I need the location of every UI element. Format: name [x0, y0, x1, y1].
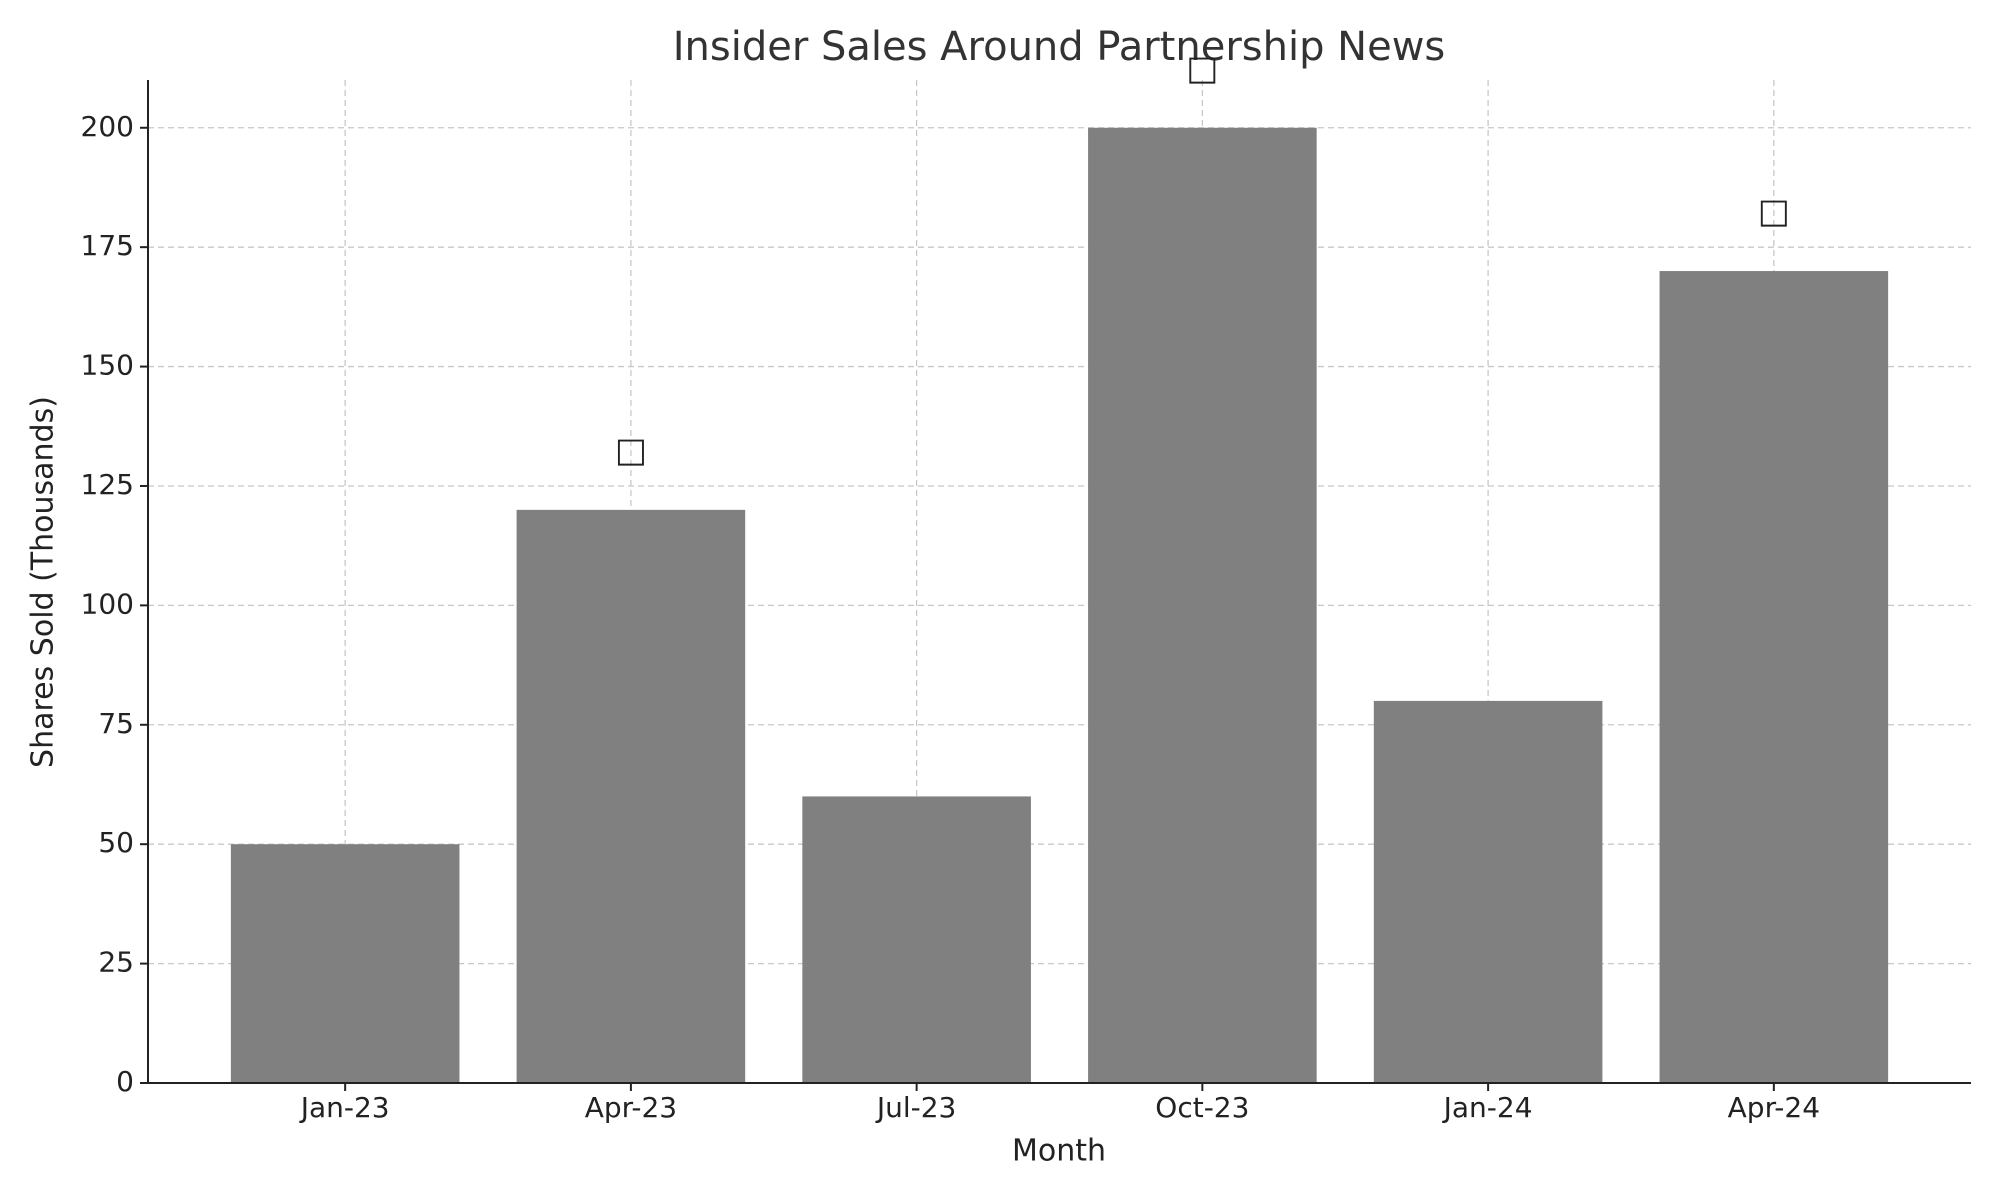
y-tick-label: 175	[81, 229, 134, 262]
x-tick-label: Jan-24	[1442, 1091, 1533, 1124]
y-tick-label: 0	[116, 1065, 134, 1098]
bar	[1373, 700, 1603, 1083]
x-tick-label: Apr-23	[585, 1091, 677, 1124]
bar	[1659, 271, 1889, 1083]
y-tick-label: 100	[81, 587, 134, 620]
y-axis-label: Shares Sold (Thousands)	[26, 396, 61, 768]
bar	[230, 844, 460, 1083]
y-tick-label: 150	[81, 349, 134, 382]
x-tick-label: Jul-23	[875, 1091, 957, 1124]
annotation: □	[1186, 48, 1218, 88]
annotation: □	[615, 430, 647, 470]
y-tick-label: 25	[98, 946, 134, 979]
bar	[516, 509, 746, 1083]
x-tick-label: Apr-24	[1728, 1091, 1820, 1124]
y-tick-label: 50	[98, 826, 134, 859]
bar	[802, 796, 1031, 1083]
bar	[1088, 127, 1317, 1083]
x-axis-label: Month	[1012, 1134, 1106, 1169]
x-tick-label: Jan-23	[299, 1091, 390, 1124]
annotation: □	[1758, 192, 1790, 232]
y-tick-label: 200	[81, 110, 134, 143]
y-tick-label: 75	[98, 707, 134, 740]
y-tick-label: 125	[81, 468, 134, 501]
x-tick-label: Oct-23	[1155, 1091, 1249, 1124]
chart-title: Insider Sales Around Partnership News	[673, 24, 1446, 70]
